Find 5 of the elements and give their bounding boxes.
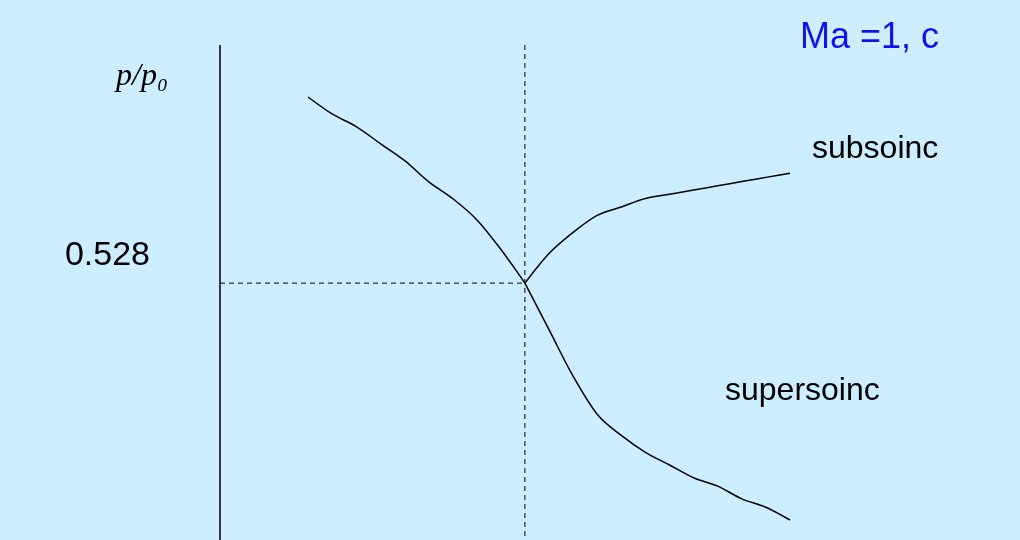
text: supersoinc (725, 371, 880, 407)
series-label: subsoinc (812, 129, 939, 166)
chart-title: Ma =1, c (800, 15, 940, 56)
y-axis-title: p/p₀ (113, 56, 169, 92)
text: 0.528 (64, 234, 150, 273)
